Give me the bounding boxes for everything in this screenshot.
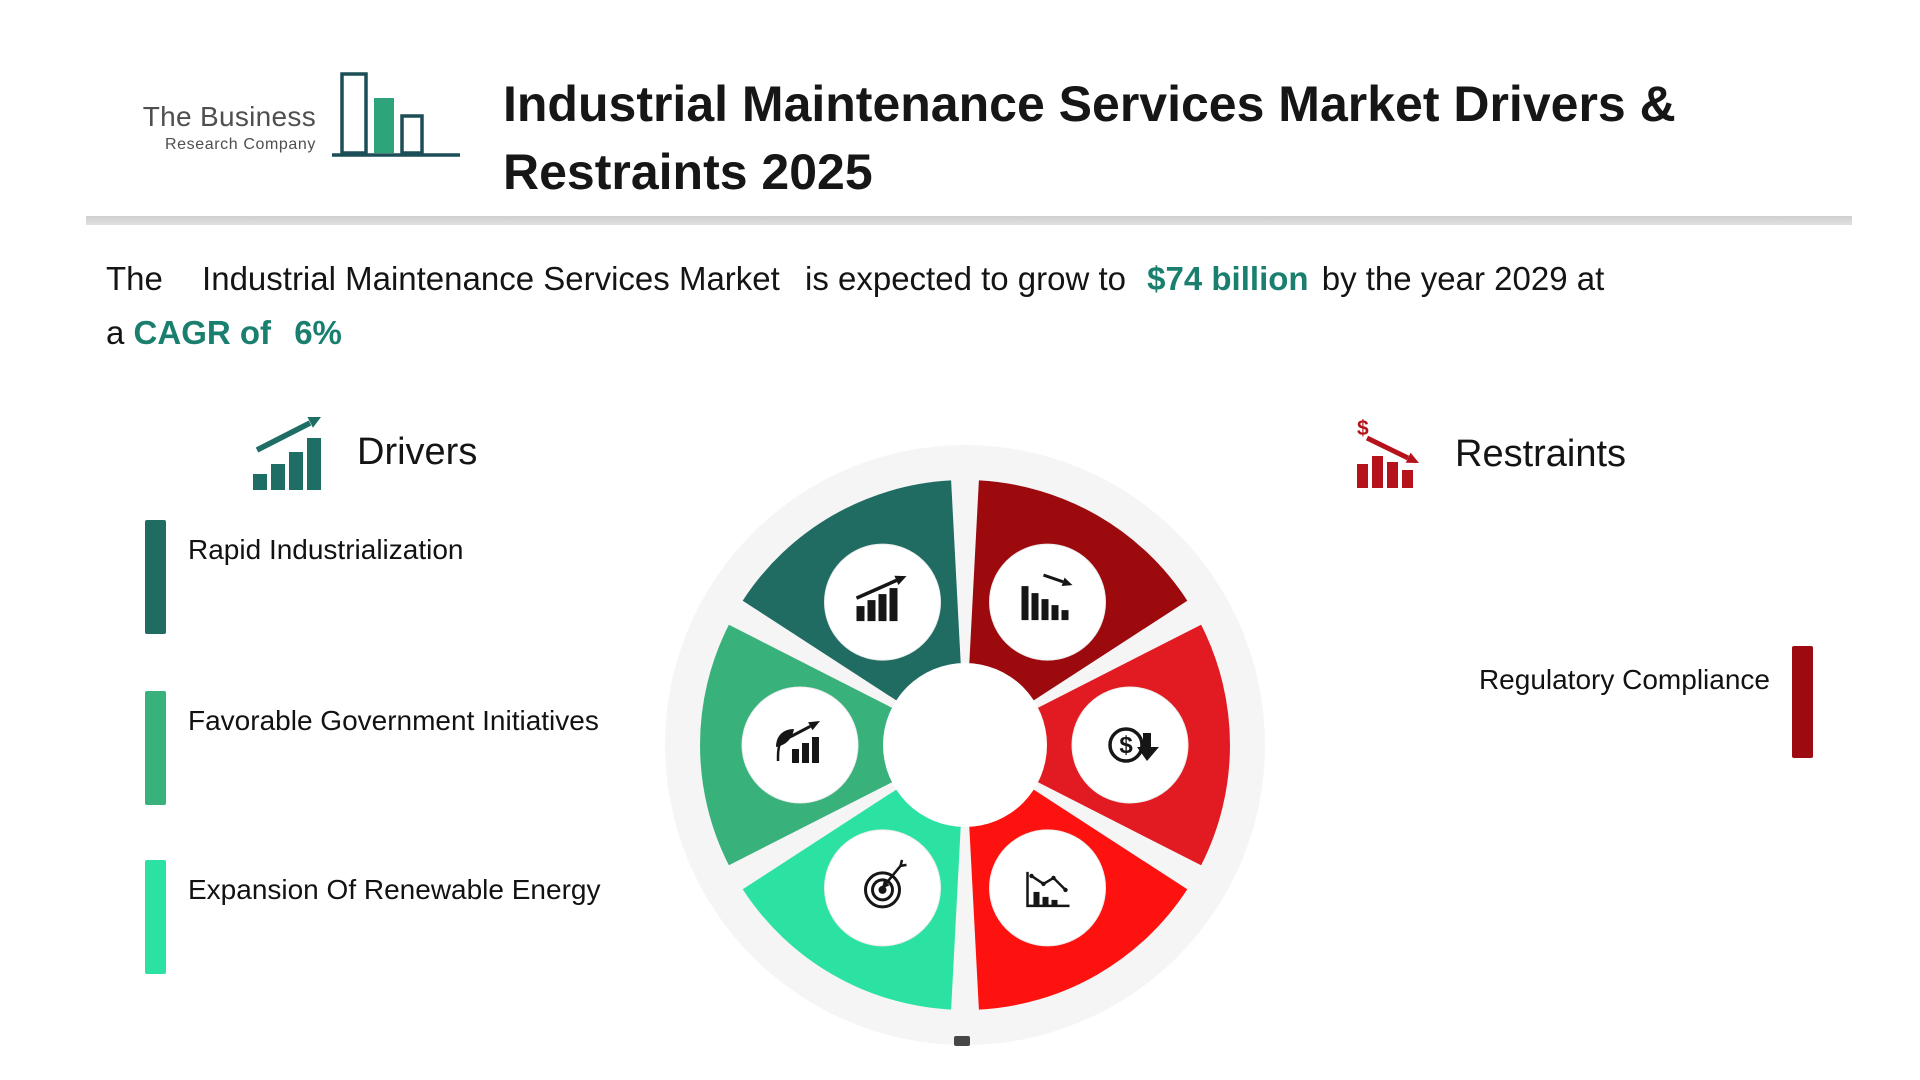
declining-bars-icon [989,543,1106,661]
restraints-icon-bars: $ [1357,418,1419,488]
driver-item-bar [145,520,166,634]
drivers-icon-bars [253,417,321,490]
restraint-item-bar [1792,646,1813,758]
dollar-glyph: $ [1357,418,1369,440]
growth-chart-icon [824,543,941,661]
intro-line2: a CAGR of 6% [106,306,1866,360]
driver-item-label: Expansion Of Renewable Energy [188,874,601,905]
logo-company-subtitle: Research Company [165,135,316,153]
diagram-center [883,663,1047,827]
page-title: Industrial Maintenance Services Market D… [503,70,1803,206]
dollar-decline-bars-icon: $ [1357,418,1419,488]
drivers-heading: Drivers [357,430,478,473]
dollar-glyph: $ [1119,732,1133,759]
intro-text: The [106,260,163,297]
cagr-value: 6% [294,314,342,351]
cropped-text-artifact [954,1036,970,1046]
logo-company-name: The Business [142,101,316,132]
market-value: $74 billion [1147,260,1309,297]
market-name: Industrial Maintenance Services Market [202,260,780,297]
drivers-icon-arrow [255,420,312,453]
declining-line-chart-icon [989,829,1106,947]
intro-paragraph: The Industrial Maintenance Services Mark… [106,252,1866,360]
logo-bar-filled [374,98,394,153]
intro-line1: The Industrial Maintenance Services Mark… [106,252,1866,306]
drivers-header: Drivers [251,412,477,492]
target-arrow-icon [824,829,941,947]
growth-bars-arrow-icon [253,417,321,490]
intro-text: is expected to grow to [804,260,1126,297]
restraint-item-label: Regulatory Compliance [1478,664,1770,695]
page-title-line1: Industrial Maintenance Services Market D… [503,76,1676,132]
company-logo-text: The Business Research Company [140,101,316,153]
page-title-line2: Restraints 2025 [503,144,873,200]
driver-item-bar [145,691,166,805]
restraints-header: $ Restraints [1353,418,1626,490]
plant-growth-icon [741,686,859,804]
header-divider [86,216,1852,225]
driver-item-bar [145,860,166,974]
restraints-icon-arrow [1365,435,1410,461]
driver-item-label: Favorable Government Initiatives [188,705,599,736]
restraints-heading: Restraints [1455,432,1627,475]
cagr-label: CAGR of [133,314,272,351]
drivers-restraints-cycle-diagram: $ [665,445,1265,1045]
intro-text: by the year 2029 at [1321,260,1605,297]
intro-text: a [106,314,125,351]
logo-bar-short [400,114,424,155]
logo-bar-tall [340,72,368,155]
driver-item-label: Rapid Industrialization [188,534,464,565]
dollar-decrease-icon: $ [1071,686,1189,804]
bar-chart-logo-icon [332,72,460,157]
